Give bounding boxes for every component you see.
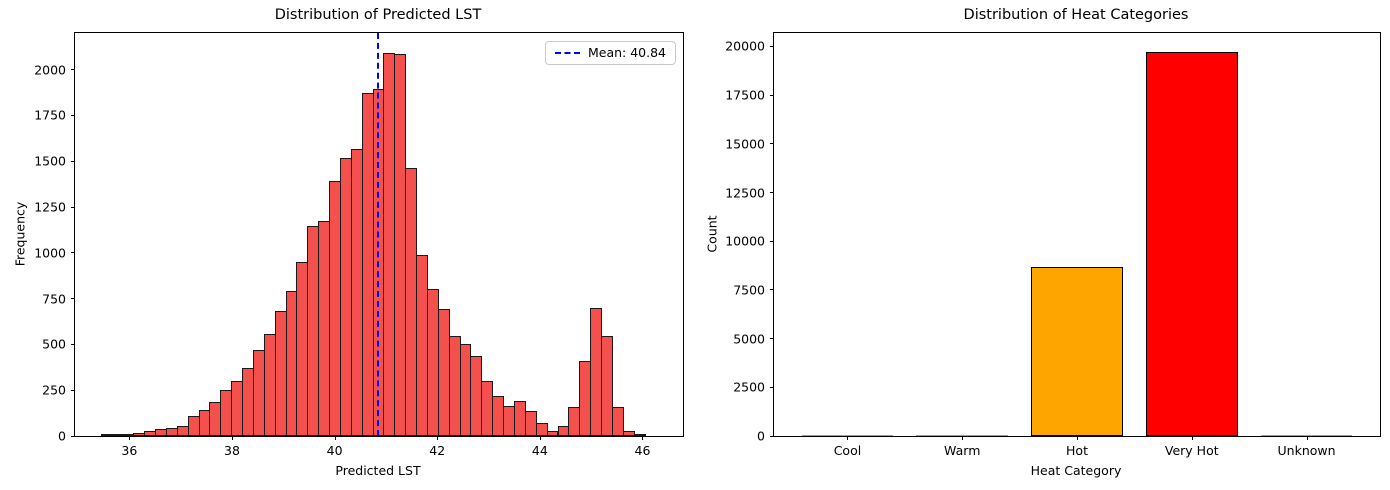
mean-line xyxy=(376,33,379,436)
y-tick-mark xyxy=(71,298,75,300)
x-tick-mark xyxy=(1077,436,1078,440)
x-tick-mark xyxy=(642,436,644,440)
y-tick-mark xyxy=(71,160,75,162)
y-tick-label: 17500 xyxy=(725,87,765,103)
category-label: Warm xyxy=(944,443,981,458)
histogram-plot-area: Mean: 40.84 36 38 40 42 44 46 0 250 500 750 1000 12… xyxy=(34,32,684,458)
category-label: Cool xyxy=(833,443,862,458)
y-tick-label: 0 xyxy=(757,428,765,444)
y-tick-mark xyxy=(71,435,75,437)
y-tick-mark xyxy=(770,240,774,242)
bar-chart-plot-area: Cool Warm Hot Very Hot Unknown 0 2500 5000 7500 1… xyxy=(725,32,1381,458)
histogram-bar xyxy=(633,434,646,436)
y-tick-mark xyxy=(770,45,774,47)
y-tick-mark xyxy=(71,252,75,254)
histogram-bar xyxy=(611,406,624,436)
y-tick-label: 1250 xyxy=(34,199,66,215)
x-tick-mark xyxy=(1306,436,1308,440)
mean-dashed-line-sample xyxy=(554,51,580,54)
x-tick-label: 38 xyxy=(224,443,240,458)
x-tick-label: 40 xyxy=(326,443,343,458)
histogram-bar xyxy=(535,423,548,436)
y-tick-mark xyxy=(770,289,774,291)
histogram-bar xyxy=(622,431,635,436)
category-bar xyxy=(801,434,894,436)
y-tick-label: 250 xyxy=(42,382,66,398)
legend-label: Mean: 40.84 xyxy=(587,45,666,60)
x-tick-mark xyxy=(1191,436,1193,440)
y-tick-label: 12500 xyxy=(725,185,765,201)
y-tick-mark xyxy=(71,343,75,345)
y-tick-label: 1000 xyxy=(34,245,66,261)
y-tick-label: 1500 xyxy=(34,153,66,169)
y-tick-mark xyxy=(770,386,774,388)
x-tick-label: 36 xyxy=(121,443,138,458)
y-tick-mark xyxy=(770,338,774,340)
y-tick-label: 2500 xyxy=(733,379,765,395)
x-tick-mark xyxy=(962,436,964,440)
y-tick-mark xyxy=(770,143,774,145)
x-tick-mark xyxy=(232,436,233,440)
y-tick-mark xyxy=(71,389,75,391)
y-tick-label: 2000 xyxy=(34,62,66,78)
y-tick-mark xyxy=(71,114,75,116)
category-bar xyxy=(1031,266,1123,436)
y-tick-mark xyxy=(770,435,774,437)
category-bar xyxy=(916,434,1009,436)
y-tick-mark xyxy=(770,192,774,194)
x-tick-mark xyxy=(847,436,849,440)
x-tick-label: 42 xyxy=(429,443,446,458)
y-tick-label: 500 xyxy=(42,336,66,352)
x-tick-mark xyxy=(129,436,131,440)
y-tick-label: 7500 xyxy=(733,282,765,298)
histogram-x-axis-label: Predicted LST xyxy=(335,463,421,478)
bar-chart-y-axis-label: Count xyxy=(704,214,720,253)
y-tick-label: 0 xyxy=(58,428,66,444)
x-tick-mark xyxy=(539,436,541,440)
category-bar xyxy=(1260,434,1353,436)
histogram-y-axis-label: Frequency xyxy=(12,201,28,266)
x-tick-label: 46 xyxy=(634,443,651,458)
x-tick-mark xyxy=(437,436,439,440)
y-tick-mark xyxy=(71,69,75,71)
y-tick-label: 1750 xyxy=(34,107,66,123)
bar-chart-title: Distribution of Heat Categories xyxy=(963,7,1189,23)
x-tick-mark xyxy=(334,436,336,440)
category-bar xyxy=(1145,52,1238,436)
category-label: Unknown xyxy=(1277,443,1336,458)
y-tick-label: 750 xyxy=(42,291,66,307)
legend: Mean: 40.84 xyxy=(544,41,676,65)
y-tick-label: 15000 xyxy=(725,136,765,152)
y-tick-label: 5000 xyxy=(733,331,765,347)
category-label: Hot xyxy=(1066,443,1088,458)
category-label: Very Hot xyxy=(1164,443,1219,458)
y-tick-mark xyxy=(71,206,75,208)
x-tick-label: 44 xyxy=(531,443,548,458)
y-tick-mark xyxy=(770,94,774,96)
y-tick-label: 10000 xyxy=(725,233,765,249)
bar-chart-x-axis-label: Heat Category xyxy=(1030,463,1122,478)
histogram-bar xyxy=(601,336,613,436)
y-tick-label: 20000 xyxy=(725,38,765,54)
histogram-title: Distribution of Predicted LST xyxy=(274,7,482,23)
